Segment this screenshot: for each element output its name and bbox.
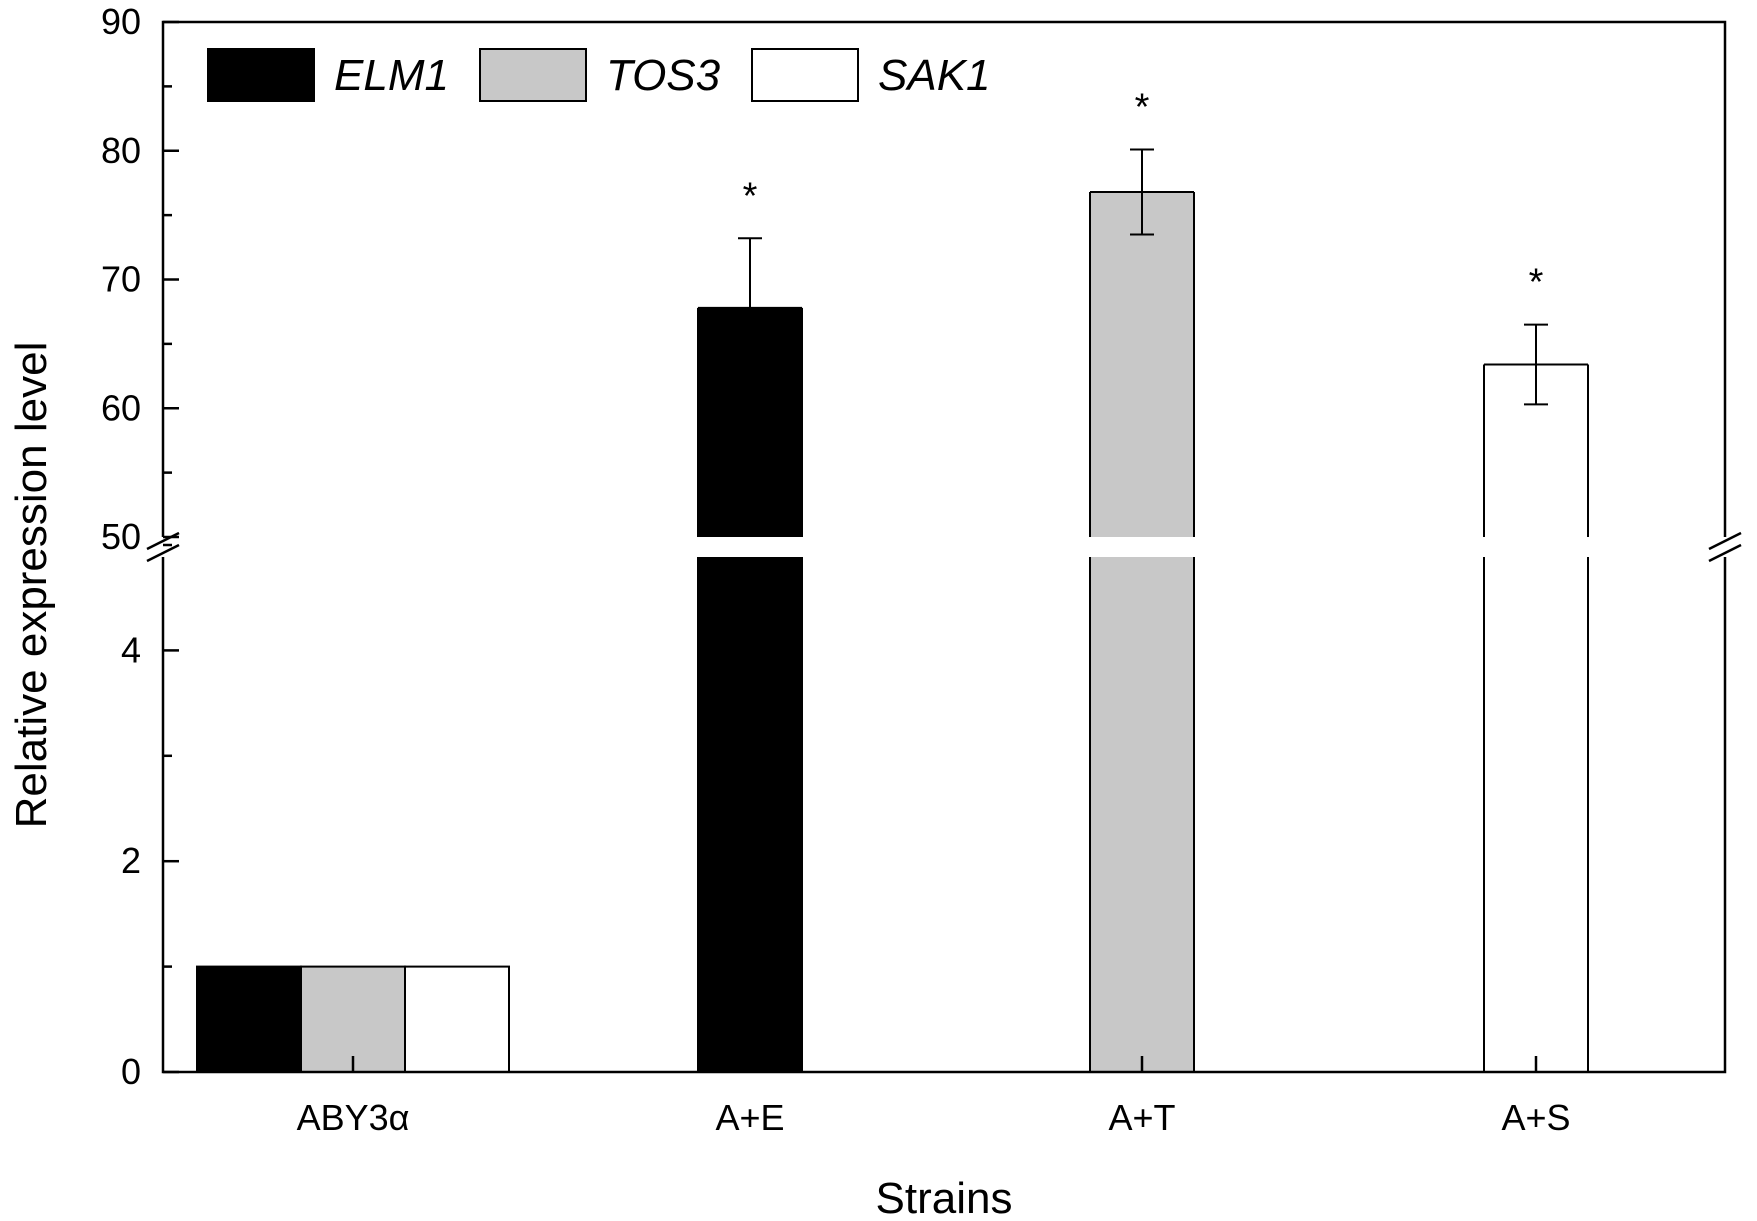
significance-ae: *	[743, 175, 758, 217]
break-mark-left-2	[146, 543, 180, 563]
axes-layer	[146, 20, 1742, 1074]
y-tick-4-label: 4	[121, 629, 141, 670]
error-bar-as	[1524, 323, 1548, 406]
y-tick-0-label: 0	[121, 1051, 141, 1092]
axis-break-gap	[150, 537, 1740, 557]
bars-layer: * * *	[196, 86, 1589, 1073]
x-tick-label-at: A+T	[1108, 1097, 1175, 1138]
error-bar-ae	[738, 237, 762, 379]
y-axis-title: Relative expression level	[7, 342, 56, 829]
y-tick-60-label: 60	[101, 387, 141, 428]
legend-swatch-elm1	[207, 48, 315, 102]
x-tick-label-ae: A+E	[715, 1097, 784, 1138]
bar-aby3-tos3	[300, 965, 406, 1073]
bar-as-sak1-lower-segment	[1484, 557, 1588, 1072]
bar-at-tos3	[1089, 190, 1195, 1072]
y-tick-80-label: 80	[101, 130, 141, 171]
bar-ae-elm1-lower-segment	[698, 557, 802, 1072]
break-mark-left-1	[146, 531, 180, 551]
bar-aby3-sak1	[404, 965, 510, 1073]
ticks-layer: 0 2 4 50 60 70 80 90 ABY3α A+E A+T A+S	[101, 1, 1571, 1138]
bar-ae-elm1	[697, 306, 803, 1072]
significance-at: *	[1135, 86, 1150, 128]
legend-label-tos3: TOS3	[606, 51, 721, 100]
x-tick-label-aby3: ABY3α	[297, 1097, 410, 1138]
legend-label-elm1: ELM1	[334, 51, 449, 100]
legend-swatch-sak1	[751, 48, 859, 102]
legend-label-sak1: SAK1	[878, 51, 991, 100]
bar-at-tos3-upper-segment	[1090, 191, 1194, 537]
break-mark-right-1	[1708, 531, 1742, 551]
y-tick-70-label: 70	[101, 259, 141, 300]
x-tick-label-as: A+S	[1501, 1097, 1570, 1138]
bar-at-tos3-lower-segment	[1090, 557, 1194, 1072]
bar-aby3-elm1	[196, 965, 302, 1073]
legend-swatch-tos3	[479, 48, 587, 102]
legend: ELM1 TOS3 SAK1	[207, 48, 991, 102]
y-tick-50-label: 50	[101, 516, 141, 557]
bar-as-sak1	[1483, 363, 1589, 1072]
y-tick-90-label: 90	[101, 1, 141, 42]
x-axis-title: Strains	[876, 1174, 1013, 1221]
break-mark-right-2	[1708, 543, 1742, 563]
significance-as: *	[1529, 262, 1544, 304]
y-tick-2-label: 2	[121, 840, 141, 881]
error-bar-at	[1130, 148, 1154, 236]
